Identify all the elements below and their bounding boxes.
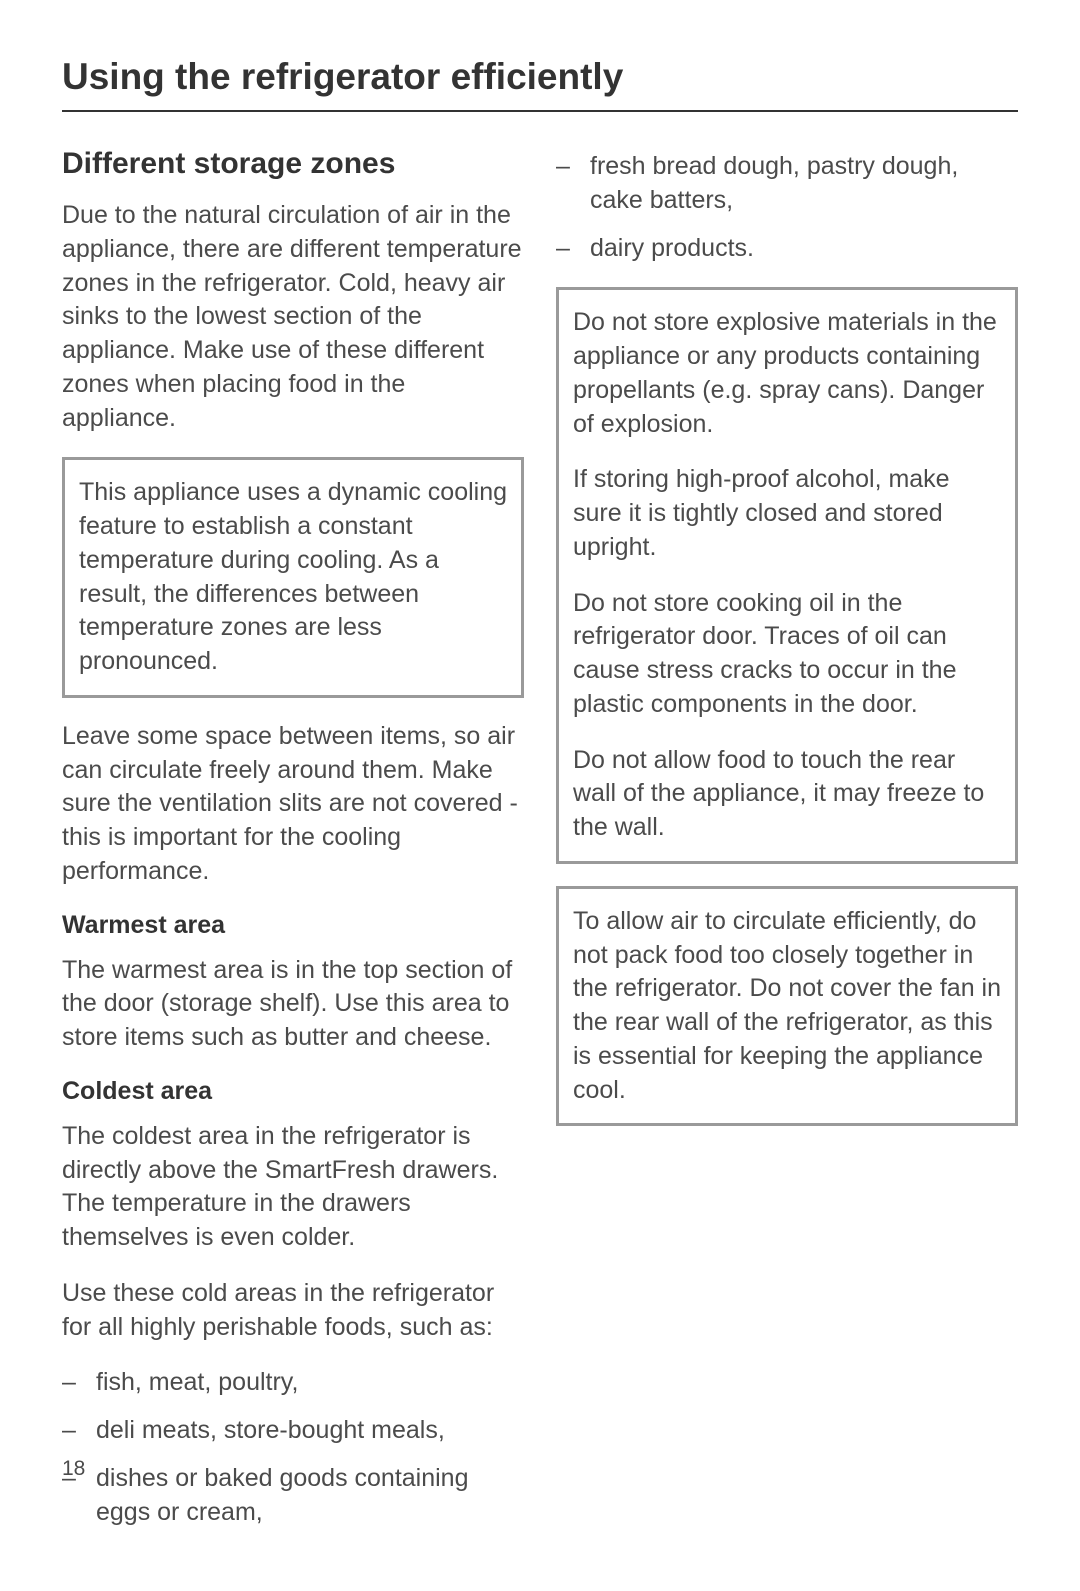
right-column: – fresh bread dough, pastry dough, cake …	[556, 144, 1018, 1551]
list-item: – dairy products.	[556, 232, 1018, 266]
callout-text: This appliance uses a dynamic cooling fe…	[79, 476, 507, 679]
dash-icon: –	[556, 150, 590, 218]
two-column-layout: Different storage zones Due to the natur…	[62, 144, 1018, 1551]
section-title-storage-zones: Different storage zones	[62, 144, 524, 183]
warning-explosive: Do not store explosive materials in the …	[573, 306, 1001, 441]
list-item: – fish, meat, poultry,	[62, 1366, 524, 1400]
list-item-text: fish, meat, poultry,	[96, 1366, 524, 1400]
intro-paragraph: Due to the natural circulation of air in…	[62, 199, 524, 435]
perishable-foods-list: – fish, meat, poultry, – deli meats, sto…	[62, 1366, 524, 1529]
subhead-coldest-area: Coldest area	[62, 1077, 524, 1106]
coldest-area-body1: The coldest area in the refrigerator is …	[62, 1120, 524, 1255]
warmest-area-body: The warmest area is in the top section o…	[62, 954, 524, 1055]
title-rule	[62, 110, 1018, 112]
paragraph-spacing: Leave some space between items, so air c…	[62, 720, 524, 889]
callout-air-circulation: To allow air to circulate efficiently, d…	[556, 886, 1018, 1127]
list-item-text: fresh bread dough, pastry dough, cake ba…	[590, 150, 1018, 218]
list-item: – dishes or baked goods containing eggs …	[62, 1462, 524, 1530]
callout-warnings: Do not store explosive materials in the …	[556, 287, 1018, 864]
dash-icon: –	[62, 1414, 96, 1448]
subhead-warmest-area: Warmest area	[62, 911, 524, 940]
warning-rear-wall: Do not allow food to touch the rear wall…	[573, 744, 1001, 845]
page-title: Using the refrigerator efficiently	[62, 56, 1018, 98]
page-container: Using the refrigerator efficiently Diffe…	[0, 0, 1080, 1591]
page-number: 18	[62, 1457, 85, 1481]
warning-alcohol: If storing high-proof alcohol, make sure…	[573, 463, 1001, 564]
list-item: – deli meats, store-bought meals,	[62, 1414, 524, 1448]
dash-icon: –	[62, 1366, 96, 1400]
coldest-area-body2: Use these cold areas in the refrigerator…	[62, 1277, 524, 1345]
callout-dynamic-cooling: This appliance uses a dynamic cooling fe…	[62, 457, 524, 698]
left-column: Different storage zones Due to the natur…	[62, 144, 524, 1551]
air-circulation-text: To allow air to circulate efficiently, d…	[573, 905, 1001, 1108]
warning-oil: Do not store cooking oil in the refriger…	[573, 587, 1001, 722]
list-item: – fresh bread dough, pastry dough, cake …	[556, 150, 1018, 218]
list-item-text: deli meats, store-bought meals,	[96, 1414, 524, 1448]
dash-icon: –	[556, 232, 590, 266]
list-item-text: dishes or baked goods containing eggs or…	[96, 1462, 524, 1530]
perishable-foods-list-cont: – fresh bread dough, pastry dough, cake …	[556, 150, 1018, 265]
list-item-text: dairy products.	[590, 232, 1018, 266]
